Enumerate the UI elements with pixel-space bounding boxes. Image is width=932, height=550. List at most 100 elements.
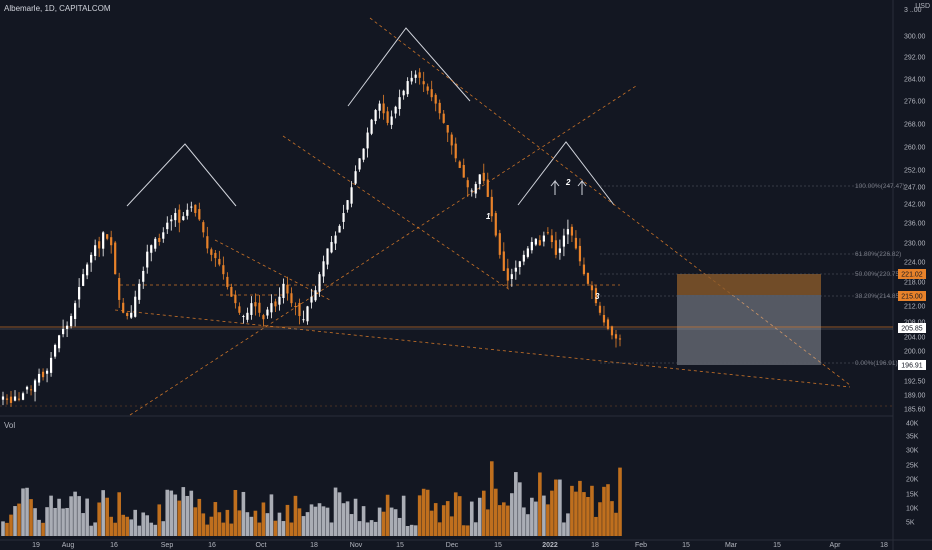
candle-body: [326, 248, 329, 265]
candle-body: [138, 283, 141, 300]
volume-bar: [329, 522, 334, 536]
volume-bar: [377, 507, 382, 536]
candle-body: [41, 371, 45, 378]
volume-bar: [169, 490, 174, 536]
candle-body: [150, 245, 153, 253]
candle-body: [106, 234, 109, 239]
price-tick-label: 212.00: [904, 304, 926, 311]
price-tick-label: 200.00: [904, 349, 926, 356]
volume-bar: [41, 522, 45, 536]
candle-body: [13, 396, 17, 401]
time-axis[interactable]: 19 Aug 16 Sep 16 Oct 18 Nov 15 Dec 15 2022 18 Feb 15 Ma…: [32, 542, 888, 549]
volume-bar: [197, 498, 202, 536]
volume-bar: [365, 522, 370, 536]
shoulder-left-outline: [126, 143, 237, 207]
volume-bar: [590, 485, 594, 536]
volume-tick-label: 30K: [906, 448, 919, 455]
volume-bar: [69, 496, 73, 536]
candle-body: [53, 344, 57, 357]
candle-body: [230, 286, 233, 297]
fib0-price-tag: 196.91: [901, 363, 923, 370]
candle-body: [214, 252, 217, 259]
volume-bar: [401, 495, 406, 536]
price-axis[interactable]: 300.00 292.00 284.00 276.00 268.00 260.00 252.…: [904, 7, 926, 414]
volume-bar: [405, 525, 410, 536]
volume-bar: [237, 510, 242, 536]
candle-body: [346, 200, 349, 210]
volume-bar: [57, 498, 61, 536]
candle-body: [366, 132, 369, 149]
volume-bar: [241, 491, 246, 536]
time-tick-label: 2022: [542, 542, 558, 549]
price-tick-label: 236.00: [904, 221, 926, 228]
fib-level-label: 100.00%(247.47): [855, 183, 905, 190]
volume-bar: [489, 461, 494, 536]
candle-body: [350, 187, 353, 204]
candle-body: [158, 237, 161, 242]
candle-body: [1, 396, 5, 400]
volume-bar: [602, 486, 606, 536]
candle-body: [394, 106, 397, 114]
volume-bar: [129, 519, 134, 536]
volume-tick-label: 40K: [906, 421, 919, 428]
volume-bar: [233, 489, 238, 536]
volume-bar: [289, 522, 294, 536]
candle-body: [238, 306, 241, 313]
volume-tick-label: 20K: [906, 477, 919, 484]
wave-annotations: 1 2 3: [486, 178, 600, 301]
volume-bar: [498, 505, 502, 536]
candle-body: [170, 219, 173, 222]
volume-bar: [526, 514, 530, 536]
candle-body: [518, 261, 521, 267]
price-tick-label: 3 ..00: [904, 7, 922, 14]
volume-bar: [309, 504, 314, 536]
price-tick-label: 252.00: [904, 168, 926, 175]
time-tick-label: 16: [110, 542, 118, 549]
candle-body: [534, 238, 537, 245]
candle-body: [470, 190, 473, 192]
candle-body: [586, 272, 590, 284]
candle-body: [234, 294, 237, 304]
candle-body: [494, 213, 497, 236]
price-tick-label: 247.00: [904, 185, 926, 192]
candle-body: [282, 283, 285, 299]
candle-body: [406, 81, 409, 95]
candle-body: [146, 251, 149, 268]
volume-bar: [321, 506, 326, 536]
candle-body: [258, 302, 261, 313]
volume-bar: [574, 491, 578, 536]
candle-body: [414, 74, 417, 78]
volume-bar: [381, 511, 386, 536]
volume-bar: [85, 498, 89, 536]
volume-bar: [273, 520, 278, 536]
candle-body: [242, 316, 245, 318]
shoulder-right-outline: [517, 141, 615, 206]
time-tick-label: Dec: [446, 542, 459, 549]
volume-tick-label: 5K: [906, 520, 915, 527]
candle-body: [618, 338, 622, 340]
volume-bar: [133, 509, 138, 536]
volume-bar: [29, 499, 33, 536]
volume-bar: [261, 502, 266, 536]
candle-body: [21, 393, 25, 400]
candle-body: [478, 174, 481, 185]
volume-tick-label: 25K: [906, 463, 919, 470]
candle-body: [554, 240, 557, 255]
candle-body: [546, 232, 549, 234]
candle-body: [378, 103, 381, 111]
candle-body: [166, 222, 169, 230]
candle-body: [154, 238, 157, 249]
volume-bar: [518, 482, 522, 536]
volume-bar: [301, 516, 306, 536]
volume-bar: [313, 506, 318, 536]
candle-body: [338, 225, 341, 233]
candle-body: [558, 248, 562, 253]
volume-bar: [297, 508, 302, 536]
candle-body: [578, 245, 582, 262]
volume-bar: [181, 487, 186, 536]
candle-body: [562, 235, 566, 247]
candle-body: [386, 111, 389, 123]
target-zone: [677, 274, 821, 295]
volume-bar: [610, 501, 614, 536]
